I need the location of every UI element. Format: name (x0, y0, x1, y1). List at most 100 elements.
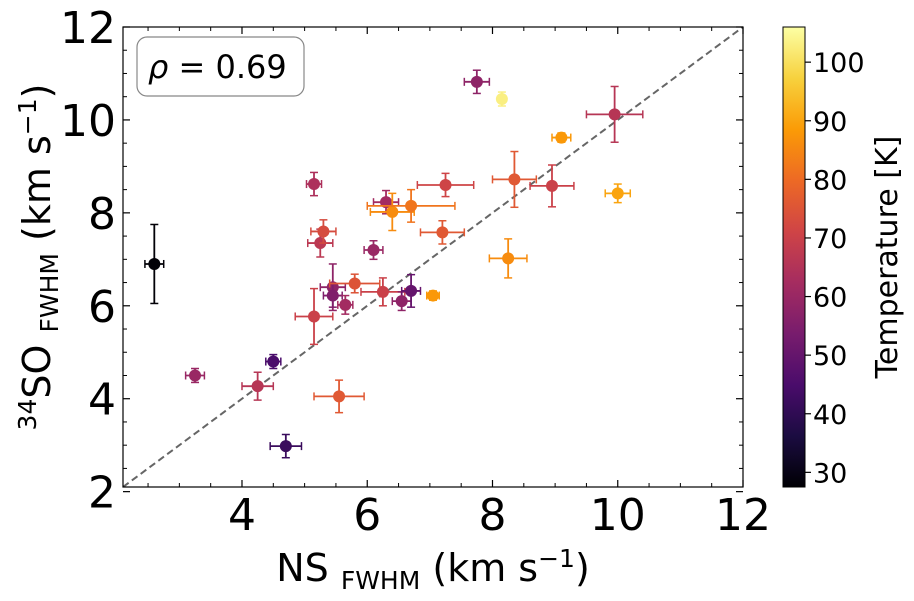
data-point (313, 379, 365, 414)
x-tick-label: 12 (715, 490, 771, 541)
annotation-value: = 0.69 (168, 48, 286, 86)
point-marker (308, 310, 321, 323)
point-marker (148, 257, 161, 270)
x-axis-label: NS FWHM (km s−1) (276, 544, 590, 595)
point-marker (470, 75, 483, 88)
point-marker (279, 440, 292, 453)
point-marker (395, 295, 408, 308)
x-label-close: ) (575, 546, 590, 590)
point-marker (495, 93, 508, 106)
data-point (551, 131, 572, 144)
annotation-symbol: ρ (148, 48, 168, 86)
data-point (363, 239, 384, 261)
point-marker (555, 131, 568, 144)
y-tick-label: 6 (88, 282, 116, 333)
data-points (144, 69, 644, 459)
x-label-sub: FWHM (341, 566, 420, 595)
y-label-iso: 34 (13, 399, 42, 431)
x-tick-label: 6 (353, 490, 381, 541)
point-marker (405, 284, 418, 297)
colorbar-tick-label: 100 (813, 48, 865, 79)
point-marker (608, 108, 621, 121)
point-marker (348, 277, 361, 290)
y-tick-label: 12 (60, 3, 116, 54)
data-point (294, 287, 334, 346)
colorbar-label: Temperature [K] (870, 136, 905, 380)
x-label-unit: (km s (420, 546, 538, 590)
point-marker (376, 285, 389, 298)
data-point (463, 69, 491, 95)
colorbar-tick-label: 30 (813, 458, 847, 489)
y-label-main: SO (15, 333, 59, 399)
x-label-sup: −1 (538, 544, 575, 573)
colorbar-tick-label: 50 (813, 341, 847, 372)
annotation-box (136, 36, 305, 97)
annotation-text: ρ = 0.69 (148, 48, 287, 86)
colorbar-tick-label: 90 (813, 107, 847, 138)
plot-frame (122, 26, 744, 488)
correlation-annotation: ρ = 0.69 (136, 36, 305, 97)
data-point (495, 91, 508, 107)
data-point (488, 238, 528, 279)
colorbar-tick-label: 40 (813, 400, 847, 431)
data-point (529, 164, 575, 208)
data-point (328, 273, 381, 294)
x-tick-label: 8 (478, 490, 506, 541)
point-marker (326, 289, 339, 302)
data-point (184, 367, 206, 384)
y-axis-label: 34SO FWHM (km s−1) (13, 84, 64, 431)
data-point (269, 433, 303, 459)
point-marker (339, 298, 352, 311)
data-point (491, 150, 538, 209)
y-tick-label: 4 (88, 375, 116, 426)
point-marker (251, 380, 264, 393)
point-marker (333, 390, 346, 403)
colorbar-tick-label: 70 (813, 224, 847, 255)
point-marker (308, 178, 321, 191)
point-marker (439, 178, 452, 191)
data-point (265, 353, 282, 370)
colorbar-gradient (782, 26, 806, 488)
x-label-main: NS (276, 546, 341, 590)
data-point (369, 192, 415, 232)
data-point (337, 294, 354, 315)
x-axis: 4 6 8 10 12 (228, 27, 771, 541)
y-label-unit: (km s (15, 135, 59, 253)
point-marker (405, 199, 418, 212)
data-point (400, 273, 422, 308)
colorbar-ticks: 30 40 50 60 70 80 90 100 (805, 48, 865, 489)
y-tick-label: 8 (88, 189, 116, 240)
colorbar: 30 40 50 60 70 80 90 100 Temperature [K] (782, 26, 905, 489)
point-marker (427, 289, 439, 302)
minor-ticks (123, 27, 743, 487)
data-point (305, 171, 323, 197)
y-label-close: ) (15, 84, 59, 99)
data-point (310, 219, 337, 244)
y-label-sup: −1 (13, 98, 42, 135)
y-label-sub: FWHM (35, 253, 64, 332)
y-tick-label: 2 (88, 468, 116, 519)
data-point (416, 172, 475, 198)
data-point (425, 289, 441, 302)
data-point (366, 188, 456, 223)
y-axis: 2 4 6 8 10 12 (60, 3, 743, 519)
point-marker (545, 179, 558, 192)
colorbar-tick-label: 60 (813, 283, 847, 314)
point-marker (502, 252, 515, 265)
x-tick-label: 10 (590, 490, 646, 541)
point-marker (508, 173, 521, 186)
point-marker (386, 205, 399, 218)
point-marker (317, 225, 330, 238)
data-point (604, 183, 632, 204)
point-marker (367, 244, 380, 257)
data-point (585, 85, 644, 143)
data-point (241, 371, 275, 401)
data-point (419, 220, 466, 245)
reference-line (123, 27, 743, 487)
y-tick-label: 10 (60, 96, 116, 147)
x-tick-label: 4 (228, 490, 256, 541)
point-marker (189, 369, 202, 382)
point-marker (436, 226, 449, 239)
